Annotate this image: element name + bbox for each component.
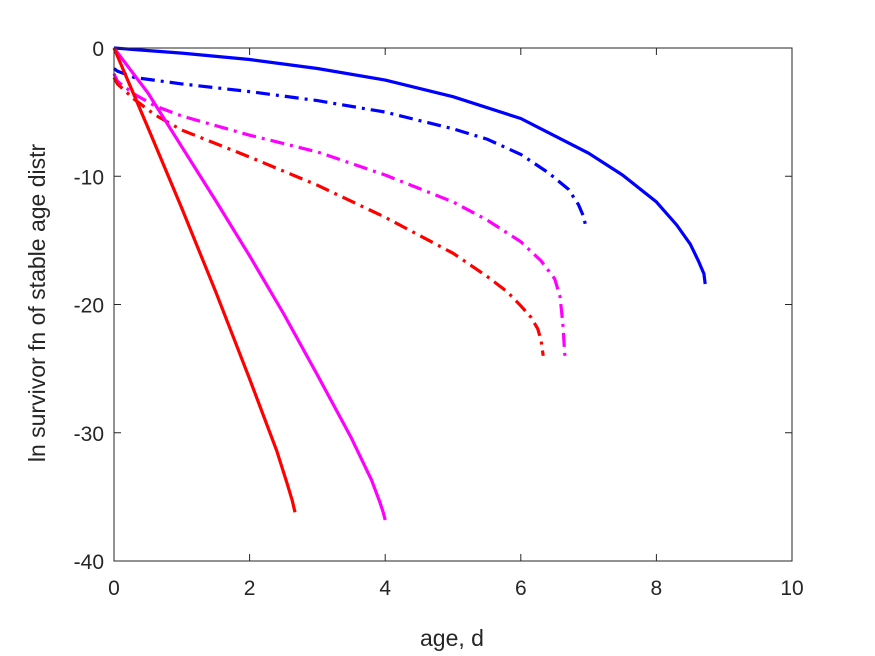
axes-layer: 0 2 4 6 8 10 0 -10 -20 -30 -40	[74, 38, 804, 600]
x-tick-label: 0	[108, 577, 120, 600]
y-axis-label: ln survivor fn of stable age distr	[24, 144, 50, 463]
series-line-3	[112, 73, 567, 356]
x-tick-label: 2	[244, 577, 256, 600]
x-tick-label: 8	[651, 577, 663, 600]
series-line-1	[113, 46, 707, 285]
y-tick-label: -40	[74, 551, 104, 574]
x-tick-label: 4	[379, 577, 391, 600]
x-tick-label: 6	[515, 577, 527, 600]
series-line-4	[112, 76, 545, 357]
y-tick-label: -10	[74, 166, 104, 189]
series-line-2	[113, 67, 588, 228]
y-tick-label: 0	[92, 38, 104, 61]
x-tick-label: 10	[780, 577, 803, 600]
y-tick-label: -30	[74, 423, 104, 446]
series-line-6	[112, 47, 297, 513]
x-axis-label: age, d	[420, 625, 484, 651]
plot-background	[114, 48, 792, 561]
series-line-5	[112, 47, 387, 521]
plot-area	[114, 48, 792, 561]
series-layer	[112, 46, 707, 521]
y-tick-label: -20	[74, 295, 104, 318]
